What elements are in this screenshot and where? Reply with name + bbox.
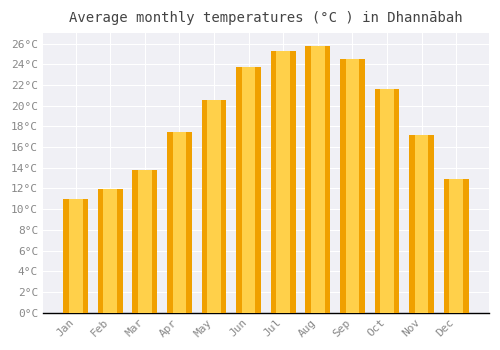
Bar — [98, 189, 122, 313]
Bar — [271, 51, 295, 313]
Bar — [172, 132, 186, 313]
Bar — [138, 170, 151, 313]
Bar — [380, 89, 394, 313]
Bar — [242, 67, 256, 313]
Bar — [132, 170, 158, 313]
Bar — [374, 89, 400, 313]
Title: Average monthly temperatures (°C ) in Dhannābah: Average monthly temperatures (°C ) in Dh… — [69, 11, 462, 25]
Bar — [311, 46, 324, 313]
Bar — [63, 199, 88, 313]
Bar — [340, 59, 365, 313]
Bar — [444, 179, 468, 313]
Bar — [202, 100, 226, 313]
Bar — [104, 189, 117, 313]
Bar — [409, 135, 434, 313]
Bar — [346, 59, 360, 313]
Bar — [450, 179, 463, 313]
Bar — [69, 199, 82, 313]
Bar — [236, 67, 261, 313]
Bar — [207, 100, 221, 313]
Bar — [276, 51, 290, 313]
Bar — [414, 135, 428, 313]
Bar — [306, 46, 330, 313]
Bar — [167, 132, 192, 313]
